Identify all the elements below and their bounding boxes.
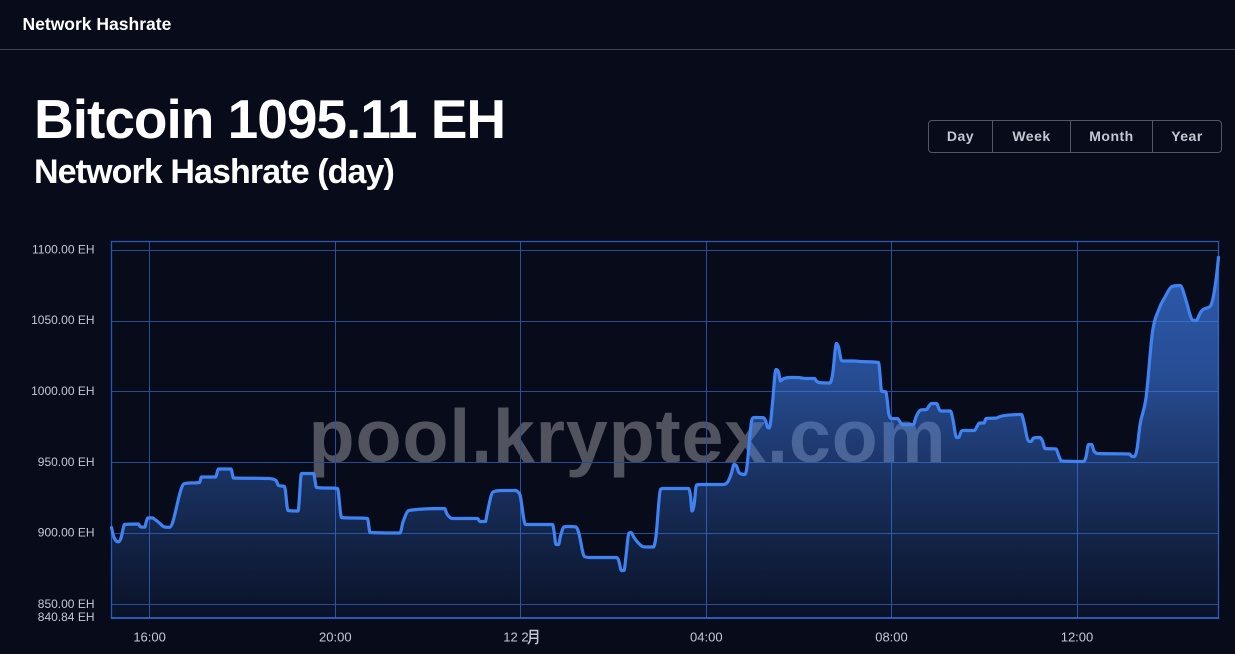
svg-text:08:00: 08:00 bbox=[875, 629, 908, 644]
svg-text:1100.00 EH: 1100.00 EH bbox=[32, 242, 95, 256]
svg-text:16:00: 16:00 bbox=[133, 629, 166, 644]
svg-text:850.00 EH: 850.00 EH bbox=[38, 597, 95, 611]
svg-text:12 2: 12 2 bbox=[503, 629, 528, 644]
svg-text:900.00 EH: 900.00 EH bbox=[38, 526, 95, 540]
svg-text:1050.00 EH: 1050.00 EH bbox=[31, 313, 94, 327]
svg-text:950.00 EH: 950.00 EH bbox=[38, 455, 95, 469]
svg-text:12:00: 12:00 bbox=[1061, 629, 1094, 644]
svg-text:840.84 EH: 840.84 EH bbox=[38, 610, 95, 624]
svg-text:04:00: 04:00 bbox=[690, 629, 723, 644]
svg-text:20:00: 20:00 bbox=[319, 629, 352, 644]
svg-text:1000.00 EH: 1000.00 EH bbox=[31, 384, 94, 398]
